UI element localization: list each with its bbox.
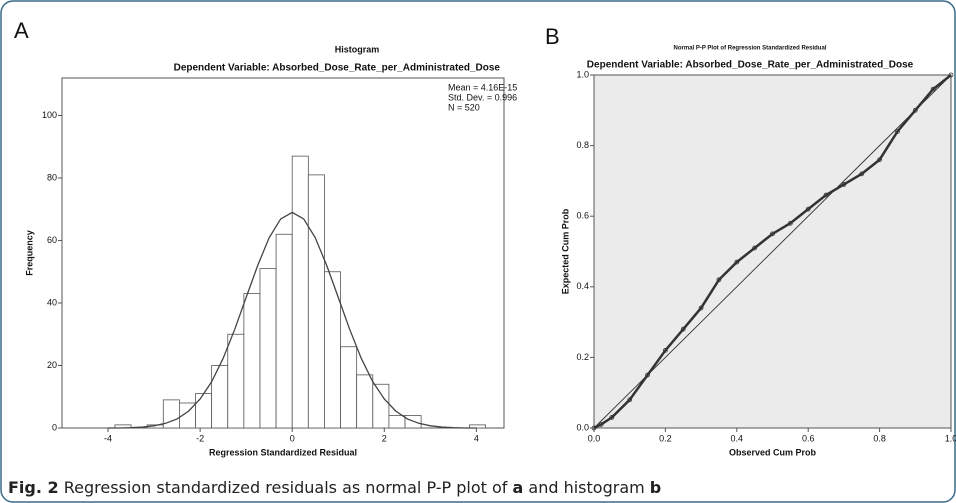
bar xyxy=(372,383,390,429)
chart-subtitle: Dependent Variable: Absorbed_Dose_Rate_p… xyxy=(174,63,501,74)
bar xyxy=(388,415,406,429)
y-tick-label: 60 xyxy=(47,235,57,245)
point xyxy=(663,347,668,353)
x-tick-label: -4 xyxy=(104,433,112,443)
reference-line xyxy=(593,74,952,429)
point xyxy=(716,277,722,283)
point xyxy=(591,425,597,431)
point xyxy=(841,182,847,187)
y-axis-label: Frequency xyxy=(24,230,34,276)
y-tick-label: 80 xyxy=(47,172,57,182)
bar xyxy=(211,365,229,429)
point xyxy=(948,72,954,78)
x-axis-label: Observed Cum Prob xyxy=(729,447,817,457)
x-tick-label: 4 xyxy=(474,433,479,443)
point xyxy=(930,86,936,92)
bar xyxy=(469,424,486,429)
x-tick-label: 0.0 xyxy=(588,433,601,443)
stat-annotation: N = 520 xyxy=(448,102,480,112)
x-tick-label: -2 xyxy=(196,433,204,443)
caption-text: and histogram xyxy=(528,478,645,497)
y-tick-label: 0.0 xyxy=(576,422,589,432)
x-tick-label: 0.4 xyxy=(731,433,744,443)
x-tick-label: 0 xyxy=(290,433,295,443)
point xyxy=(645,372,650,378)
x-tick-label: 2 xyxy=(382,433,387,443)
y-tick-label: 1.0 xyxy=(576,69,589,79)
bar xyxy=(340,346,358,429)
point xyxy=(912,107,918,113)
point xyxy=(627,397,633,403)
x-axis-label: Regression Standardized Residual xyxy=(209,447,357,457)
normal-curve xyxy=(108,211,477,429)
y-tick-label: 0 xyxy=(52,422,57,432)
chart-title: Histogram xyxy=(335,44,380,54)
point xyxy=(752,245,758,251)
point xyxy=(609,415,615,420)
point xyxy=(680,326,686,332)
point xyxy=(734,259,740,265)
stat-annotation: Mean = 4.16E-15 xyxy=(448,82,517,92)
panel-label: B xyxy=(545,24,560,49)
point xyxy=(770,231,775,237)
bar xyxy=(227,333,245,429)
pp-line xyxy=(593,74,952,430)
y-tick-label: 0.6 xyxy=(576,211,589,221)
point xyxy=(823,192,829,198)
x-tick-label: 0.8 xyxy=(873,433,886,443)
bar xyxy=(275,233,293,429)
y-tick-label: 40 xyxy=(47,297,57,307)
x-tick-label: 1.0 xyxy=(945,433,956,443)
point xyxy=(698,305,704,311)
point xyxy=(895,129,900,134)
chart-title: Normal P-P Plot of Regression Standardiz… xyxy=(674,46,827,52)
point xyxy=(877,157,882,163)
point xyxy=(598,422,604,427)
stat-annotation: Std. Dev. = 0.996 xyxy=(448,92,517,102)
bar xyxy=(307,174,325,429)
y-tick-label: 100 xyxy=(42,110,57,120)
caption-text: Regression standardized residuals as nor… xyxy=(63,478,508,497)
caption-bold: b xyxy=(649,478,662,497)
bar xyxy=(291,155,309,429)
point xyxy=(805,206,811,212)
bar xyxy=(356,374,374,429)
point xyxy=(787,220,793,226)
y-tick-label: 0.4 xyxy=(576,281,589,291)
panel-label: A xyxy=(14,18,29,43)
x-tick-label: 0.6 xyxy=(802,433,815,443)
caption-bold: a xyxy=(512,478,524,497)
x-tick-label: 0.2 xyxy=(659,433,672,443)
caption-label: Fig. 2 xyxy=(8,478,59,497)
point xyxy=(859,171,865,177)
y-axis-label: Expected Cum Prob xyxy=(560,208,570,294)
caption: Fig. 2 Regression standardized residuals… xyxy=(8,478,661,497)
y-tick-label: 0.8 xyxy=(576,140,589,150)
chart-subtitle: Dependent Variable: Absorbed_Dose_Rate_p… xyxy=(587,60,914,71)
y-tick-label: 20 xyxy=(47,360,57,370)
bar xyxy=(195,393,213,429)
bar xyxy=(259,268,277,429)
y-tick-label: 0.2 xyxy=(576,352,589,362)
bar xyxy=(243,293,261,429)
